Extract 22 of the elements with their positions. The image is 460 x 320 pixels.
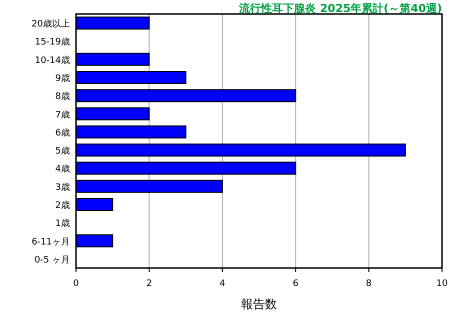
y-tick-label: 5歳: [55, 146, 70, 157]
x-tick-label: 8: [366, 279, 372, 289]
x-tick-label: 6: [292, 279, 299, 289]
y-tick-label: 8歳: [55, 91, 70, 102]
y-tick-label: 4歳: [55, 164, 70, 175]
y-tick-label: 9歳: [55, 73, 70, 84]
x-axis-title: 報告数: [241, 297, 277, 311]
chart-title: 流行性耳下腺炎 2025年累計(～第40週): [238, 2, 442, 15]
y-tick-label: 6歳: [55, 127, 70, 138]
y-tick-label: 2歳: [55, 200, 70, 211]
x-tick-label: 2: [146, 279, 152, 289]
x-tick-label: 4: [220, 279, 226, 289]
y-tick-label: 10-14歳: [34, 54, 70, 66]
y-tick-label: 0-5 ヶ月: [34, 255, 70, 266]
y-tick-label: 3歳: [55, 182, 70, 193]
y-tick-label: 1歳: [55, 218, 70, 230]
y-tick-label: 6-11ヶ月: [32, 237, 70, 248]
x-tick-label: 0: [73, 279, 80, 289]
y-tick-label: 7歳: [55, 109, 70, 120]
y-tick-label: 20歳以上: [32, 18, 70, 30]
y-tick-label: 15-19歳: [34, 36, 70, 48]
x-tick-label: 10: [436, 279, 448, 289]
